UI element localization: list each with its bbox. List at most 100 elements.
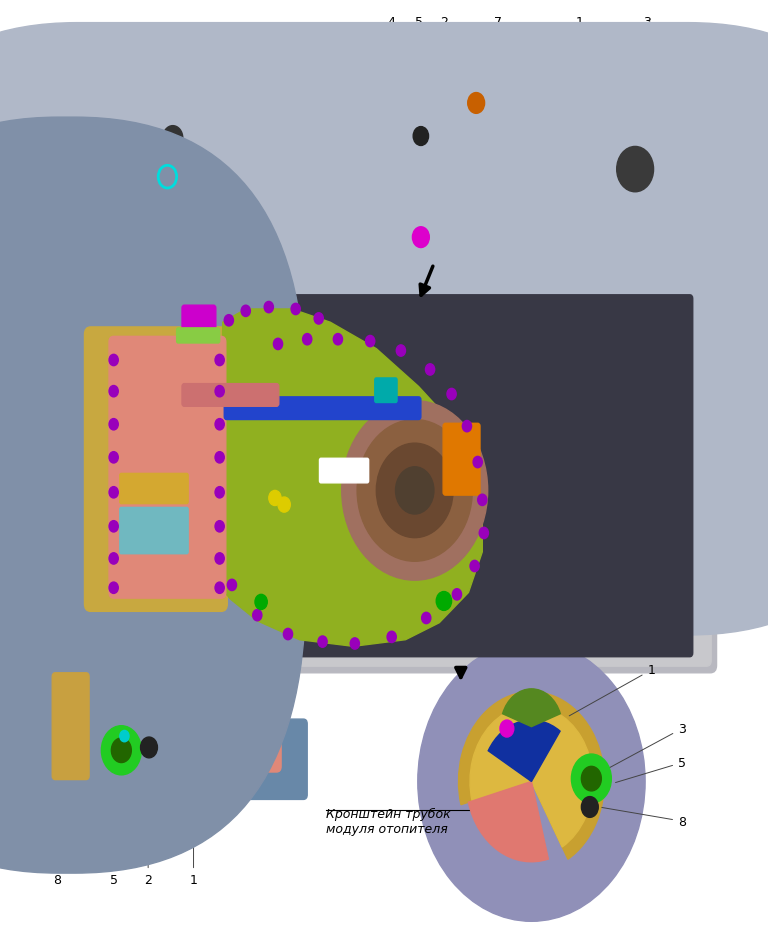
Circle shape bbox=[101, 726, 141, 775]
FancyBboxPatch shape bbox=[84, 328, 227, 612]
Circle shape bbox=[303, 334, 312, 346]
Circle shape bbox=[111, 738, 131, 763]
Ellipse shape bbox=[73, 746, 227, 806]
Text: 8: 8 bbox=[54, 763, 74, 886]
Text: 8: 8 bbox=[602, 807, 686, 828]
Text: 2: 2 bbox=[144, 752, 152, 886]
Circle shape bbox=[314, 313, 323, 325]
Circle shape bbox=[109, 553, 118, 565]
Circle shape bbox=[273, 339, 283, 350]
Circle shape bbox=[376, 444, 453, 538]
Circle shape bbox=[264, 302, 273, 313]
Circle shape bbox=[396, 346, 406, 357]
FancyBboxPatch shape bbox=[590, 57, 680, 238]
FancyBboxPatch shape bbox=[0, 118, 306, 873]
Wedge shape bbox=[488, 720, 560, 782]
Circle shape bbox=[253, 610, 262, 621]
FancyBboxPatch shape bbox=[177, 329, 220, 344]
FancyBboxPatch shape bbox=[53, 287, 711, 666]
Circle shape bbox=[283, 629, 293, 640]
FancyBboxPatch shape bbox=[52, 673, 89, 780]
Text: 5: 5 bbox=[110, 758, 119, 886]
Circle shape bbox=[342, 401, 488, 581]
Circle shape bbox=[350, 638, 359, 649]
Text: 1: 1 bbox=[576, 16, 612, 55]
Circle shape bbox=[447, 389, 456, 400]
Circle shape bbox=[211, 178, 231, 203]
FancyBboxPatch shape bbox=[182, 384, 279, 407]
Circle shape bbox=[479, 528, 488, 539]
Circle shape bbox=[422, 145, 443, 172]
Wedge shape bbox=[458, 692, 604, 859]
Circle shape bbox=[425, 364, 435, 376]
Circle shape bbox=[269, 491, 281, 506]
Wedge shape bbox=[468, 782, 548, 862]
Circle shape bbox=[109, 487, 118, 498]
Circle shape bbox=[473, 457, 482, 468]
Circle shape bbox=[109, 452, 118, 464]
Circle shape bbox=[478, 495, 487, 506]
Text: 3: 3 bbox=[27, 50, 87, 140]
Circle shape bbox=[215, 487, 224, 498]
Circle shape bbox=[366, 336, 375, 347]
Circle shape bbox=[120, 731, 129, 742]
Circle shape bbox=[241, 306, 250, 317]
FancyBboxPatch shape bbox=[114, 65, 239, 223]
Circle shape bbox=[500, 720, 514, 737]
FancyBboxPatch shape bbox=[120, 508, 188, 554]
Circle shape bbox=[163, 126, 183, 151]
Text: 1: 1 bbox=[38, 527, 124, 554]
FancyBboxPatch shape bbox=[120, 474, 188, 504]
Text: 3: 3 bbox=[18, 772, 44, 873]
Polygon shape bbox=[388, 96, 475, 255]
Circle shape bbox=[435, 145, 444, 157]
Circle shape bbox=[333, 334, 343, 346]
Circle shape bbox=[215, 386, 224, 397]
Circle shape bbox=[278, 497, 290, 513]
Circle shape bbox=[617, 147, 654, 193]
FancyBboxPatch shape bbox=[182, 306, 216, 335]
Circle shape bbox=[468, 93, 485, 114]
Circle shape bbox=[413, 127, 429, 146]
Text: 2: 2 bbox=[41, 467, 151, 490]
FancyBboxPatch shape bbox=[48, 280, 717, 673]
Text: Кронштейн трубок
модуля отопителя: Кронштейн трубок модуля отопителя bbox=[326, 807, 451, 835]
FancyBboxPatch shape bbox=[0, 24, 768, 635]
Ellipse shape bbox=[392, 179, 450, 241]
Text: 1: 1 bbox=[569, 664, 655, 716]
FancyBboxPatch shape bbox=[30, 683, 281, 772]
Text: 3: 3 bbox=[609, 722, 686, 768]
Circle shape bbox=[215, 419, 224, 430]
Polygon shape bbox=[42, 80, 265, 238]
FancyBboxPatch shape bbox=[17, 72, 286, 104]
Wedge shape bbox=[502, 689, 561, 727]
Circle shape bbox=[318, 636, 327, 648]
FancyBboxPatch shape bbox=[72, 295, 693, 657]
Text: 7: 7 bbox=[488, 16, 502, 89]
Circle shape bbox=[224, 315, 233, 327]
Circle shape bbox=[215, 452, 224, 464]
Circle shape bbox=[291, 304, 300, 315]
Polygon shape bbox=[138, 80, 303, 101]
Circle shape bbox=[140, 133, 157, 154]
Circle shape bbox=[109, 521, 118, 532]
Circle shape bbox=[109, 386, 118, 397]
Circle shape bbox=[412, 134, 452, 183]
Circle shape bbox=[147, 152, 168, 178]
Ellipse shape bbox=[19, 94, 250, 198]
Circle shape bbox=[141, 737, 157, 758]
Circle shape bbox=[462, 421, 472, 432]
Circle shape bbox=[452, 589, 462, 600]
Circle shape bbox=[470, 561, 479, 572]
Circle shape bbox=[109, 355, 118, 366]
Circle shape bbox=[571, 754, 611, 803]
Circle shape bbox=[215, 355, 224, 366]
Circle shape bbox=[422, 613, 431, 624]
Text: 2: 2 bbox=[431, 16, 448, 156]
Circle shape bbox=[255, 595, 267, 610]
Circle shape bbox=[436, 592, 452, 611]
FancyBboxPatch shape bbox=[20, 77, 52, 102]
FancyBboxPatch shape bbox=[15, 719, 307, 800]
Text: 4: 4 bbox=[388, 16, 414, 134]
Ellipse shape bbox=[588, 109, 680, 241]
